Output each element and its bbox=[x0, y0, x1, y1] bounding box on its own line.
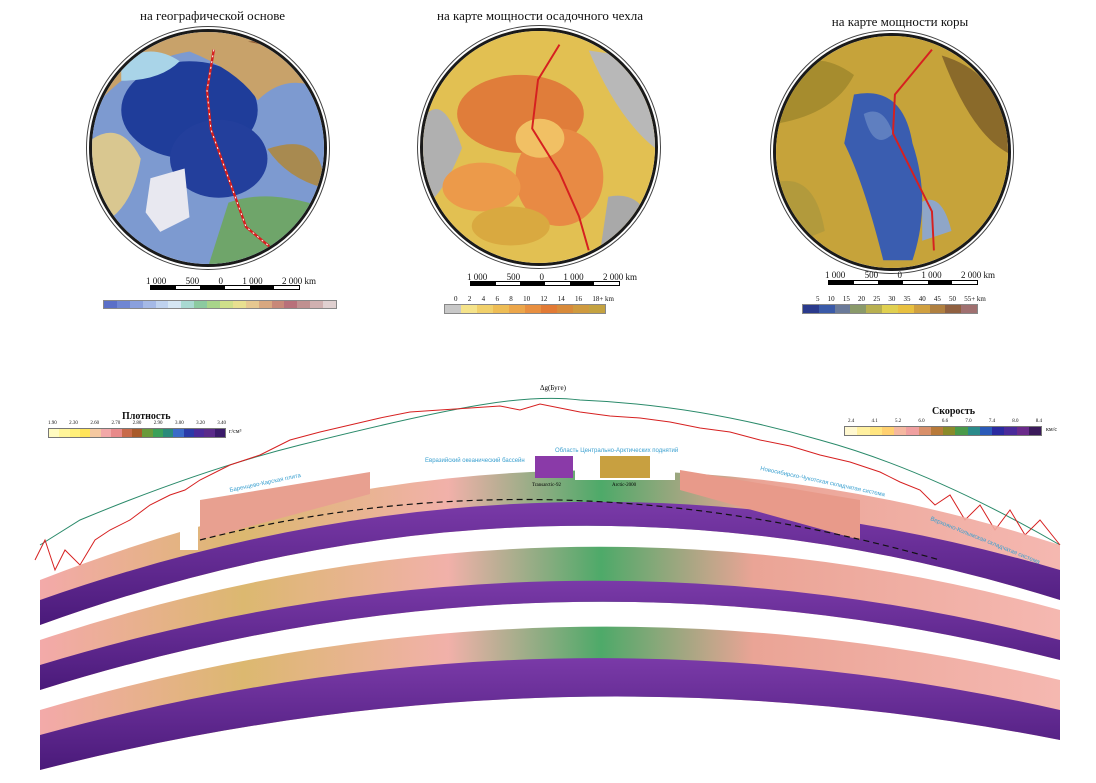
map3-title: на карте мощности коры bbox=[831, 14, 969, 29]
section-3-mantle bbox=[40, 658, 1060, 770]
density-legend-labels: 1.90 2.30 2.60 2.70 2.80 2.90 3.00 3.20 3.40 bbox=[48, 421, 226, 426]
scale1-labels: 1 000 500 0 1 000 2 000 km bbox=[146, 276, 316, 286]
crust-legend bbox=[802, 304, 978, 314]
moho-dashed-line bbox=[199, 498, 941, 561]
section-2-mantle bbox=[40, 580, 1060, 690]
section-1-transarctic bbox=[535, 456, 573, 478]
profile-line-map2 bbox=[531, 44, 590, 251]
velocity-legend bbox=[844, 426, 1042, 436]
section-1-arctic bbox=[600, 456, 650, 478]
section-1-left-block bbox=[200, 472, 370, 540]
profile-line-map3 bbox=[891, 49, 935, 251]
label-transarctic: Transarctic-92 bbox=[532, 483, 561, 488]
crust-legend-labels: 5 10 15 20 25 30 35 40 45 50 55+ km bbox=[816, 295, 986, 303]
section-1-gap-left bbox=[180, 520, 198, 550]
scale2-labels: 1 000 500 0 1 000 2 000 km bbox=[467, 272, 637, 282]
scale3-labels: 1 000 500 0 1 000 2 000 km bbox=[825, 270, 995, 280]
density-title: Плотность bbox=[122, 411, 171, 422]
label-arctic: Arctic-2000 bbox=[612, 483, 637, 488]
map1-title: на географической основе bbox=[140, 8, 286, 23]
bathymetry-curve bbox=[34, 403, 1061, 572]
section-1-right-block bbox=[680, 470, 860, 540]
density-unit: г/см³ bbox=[229, 429, 242, 435]
label-cam: Область Центрально-Арктических поднятий bbox=[555, 447, 678, 454]
sediment-legend bbox=[444, 304, 606, 314]
scale2-bar bbox=[470, 281, 620, 286]
section-1-mantle bbox=[40, 501, 1060, 625]
section-2 bbox=[40, 546, 1060, 690]
elevation-legend bbox=[103, 300, 337, 309]
scale3-bar bbox=[828, 280, 978, 285]
map2-title: на карте мощности осадочного чехла bbox=[437, 8, 644, 23]
velocity-legend-labels: 2.4 4.1 5.2 6.0 6.6 7.0 7.4 8.0 8.4 bbox=[848, 419, 1042, 424]
scale1-bar bbox=[150, 285, 300, 290]
density-legend bbox=[48, 428, 226, 438]
velocity-unit: км/с bbox=[1046, 427, 1058, 433]
velocity-title: Скорость bbox=[932, 406, 976, 417]
geographic-map bbox=[89, 29, 327, 267]
section-3 bbox=[40, 626, 1060, 770]
sediment-legend-labels: 0 2 4 6 8 10 12 14 16 18+ km bbox=[454, 295, 614, 303]
delta-g-label: Δg(Буге) bbox=[540, 384, 567, 392]
sediment-map bbox=[420, 28, 658, 266]
label-basin: Евразийский океанический бассейн bbox=[425, 457, 525, 464]
